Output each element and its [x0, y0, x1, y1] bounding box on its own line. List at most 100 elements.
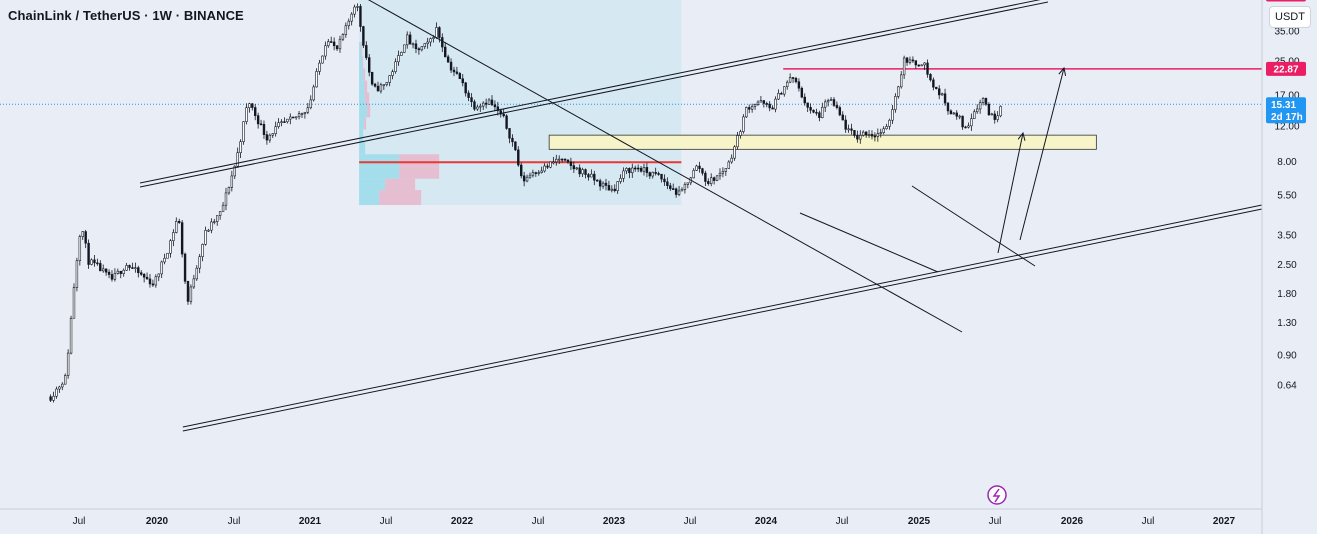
candle-body — [125, 265, 128, 271]
candle-body — [981, 98, 985, 103]
candle-body — [69, 317, 73, 354]
candle-body — [634, 167, 637, 170]
candle-body — [210, 221, 213, 231]
trendline-2025[interactable] — [911, 185, 1036, 267]
candle-body — [710, 177, 713, 184]
x-tick-label: 2025 — [908, 516, 931, 527]
volume-profile-bar — [361, 41, 363, 56]
candle-body — [438, 27, 441, 38]
volume-profile-bar — [379, 190, 422, 206]
volume-profile-bar — [365, 92, 370, 105]
candle-body — [636, 167, 640, 170]
projection-arrow-2-head — [1058, 66, 1067, 76]
candle-body — [441, 37, 444, 48]
candle-body — [166, 252, 169, 259]
descending-trendline[interactable] — [359, 0, 963, 333]
candle-body — [370, 71, 374, 85]
x-tick-label: 2026 — [1061, 516, 1084, 527]
lightning-icon-glyph — [992, 488, 1001, 503]
candle-body — [867, 134, 871, 136]
candle-body — [116, 270, 120, 274]
candle-body — [707, 181, 710, 184]
candle-body — [268, 134, 272, 141]
candle-body — [736, 135, 739, 148]
candle-body — [417, 48, 421, 51]
candle-body — [753, 104, 757, 107]
volume-profile-bar — [359, 129, 364, 142]
candle-body — [686, 182, 690, 185]
candle-body — [885, 126, 888, 130]
candle-body — [216, 215, 219, 222]
candle-body — [300, 113, 304, 115]
candle-body — [750, 105, 754, 110]
projection-arrow-2[interactable] — [1019, 67, 1065, 241]
candle-body — [423, 43, 426, 47]
candle-body — [803, 96, 806, 104]
candle-body — [505, 115, 508, 129]
currency-button[interactable]: USDT — [1269, 6, 1311, 28]
candle-body — [271, 133, 274, 136]
upper-channel-line[interactable] — [139, 0, 1048, 184]
lower-channel-line[interactable] — [182, 204, 1263, 428]
candle-body — [788, 77, 792, 83]
x-tick-label: Jul — [532, 516, 545, 527]
candle-body — [93, 259, 96, 264]
candle-body — [698, 165, 701, 169]
candle-body — [569, 161, 573, 166]
candle-body — [236, 152, 239, 167]
candle-body — [575, 167, 578, 170]
y-tick-label: 12.00 — [1274, 121, 1299, 132]
volume-profile-bar — [359, 117, 365, 130]
candle-body — [388, 75, 391, 83]
candle-body — [914, 60, 918, 66]
candle-body — [499, 110, 502, 115]
candle-body — [900, 74, 903, 88]
candle-body — [724, 168, 728, 172]
candle-body — [365, 45, 368, 58]
candle-body — [739, 131, 742, 136]
candle-body — [262, 124, 266, 135]
volume-profile-bar — [359, 190, 380, 206]
candle-body — [607, 185, 611, 191]
candle-body — [227, 187, 231, 194]
candle-body — [107, 271, 111, 275]
projection-arrow-1[interactable] — [997, 132, 1024, 254]
candle-body — [841, 114, 844, 121]
candle-body — [651, 172, 654, 177]
upper-channel-line[interactable] — [139, 1, 1049, 188]
candle-body — [677, 190, 681, 195]
candle-body — [470, 97, 473, 103]
candle-body — [473, 101, 476, 110]
candle-body — [610, 188, 614, 191]
candle-body — [175, 221, 178, 233]
candle-body — [446, 56, 450, 63]
lightning-icon[interactable] — [987, 485, 1007, 505]
candle-body — [318, 62, 321, 72]
candle-body — [189, 286, 193, 302]
candle-body — [692, 170, 695, 179]
volume-profile-bar — [359, 41, 362, 56]
candle-body — [818, 112, 821, 119]
candle-body — [160, 261, 163, 275]
support-zone[interactable] — [548, 134, 1097, 150]
candle-body — [593, 173, 596, 181]
candle-body — [879, 132, 882, 134]
candle-body — [902, 57, 906, 76]
candle-body — [780, 93, 783, 95]
candle-body — [87, 242, 90, 265]
candle-body — [487, 99, 491, 105]
x-tick-label: 2024 — [755, 516, 778, 527]
trendline-2024[interactable] — [799, 212, 939, 273]
candle-body — [768, 103, 771, 109]
lower-channel-line[interactable] — [182, 208, 1263, 432]
candle-body — [335, 45, 339, 50]
candle-body — [394, 61, 397, 72]
candle-body — [894, 96, 897, 110]
volume-profile-bar — [359, 141, 366, 155]
candle-body — [601, 182, 605, 187]
candle-body — [96, 262, 99, 265]
candle-body — [946, 102, 950, 112]
candle-body — [923, 62, 926, 66]
